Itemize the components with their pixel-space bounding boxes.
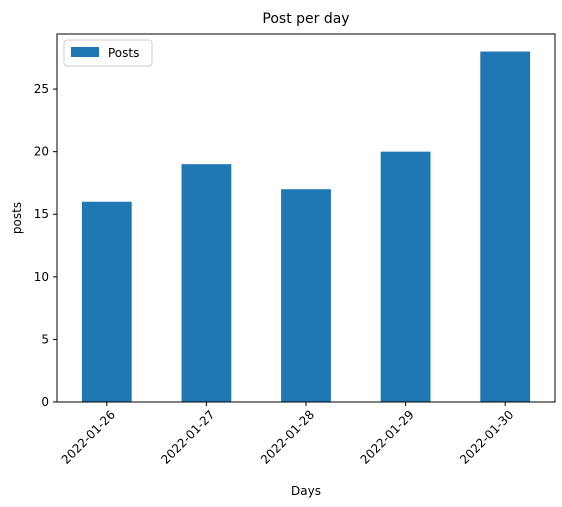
bar — [480, 51, 531, 403]
y-tick-label: 5 — [41, 332, 49, 346]
y-tick-label: 15 — [34, 207, 49, 221]
chart-title: Post per day — [262, 11, 349, 27]
x-tick-label: 2022-01-26 — [59, 408, 118, 467]
y-tick-label: 20 — [34, 145, 49, 159]
y-axis-title: posts — [10, 202, 24, 234]
legend-box — [63, 39, 153, 67]
bar — [281, 189, 331, 402]
y-tick-label: 0 — [41, 395, 49, 409]
x-tick-label: 2022-01-29 — [358, 408, 417, 467]
y-tick-label: 25 — [34, 82, 49, 96]
x-tick-label: 2022-01-30 — [457, 408, 516, 467]
legend-label: Posts — [108, 46, 139, 60]
legend-swatch — [71, 47, 99, 57]
y-axis: 0 5 10 15 20 25 — [34, 82, 57, 409]
legend: Posts — [63, 39, 153, 67]
x-axis: 2022-01-26 2022-01-27 2022-01-28 2022-01-29… — [59, 402, 516, 467]
bar — [181, 164, 232, 402]
y-tick-label: 10 — [34, 270, 49, 284]
bar — [81, 201, 132, 402]
x-tick-label: 2022-01-27 — [158, 408, 217, 467]
bars-group — [81, 51, 531, 403]
x-axis-title: Days — [291, 484, 321, 498]
x-tick-label: 2022-01-28 — [258, 408, 317, 467]
bar — [380, 151, 431, 402]
